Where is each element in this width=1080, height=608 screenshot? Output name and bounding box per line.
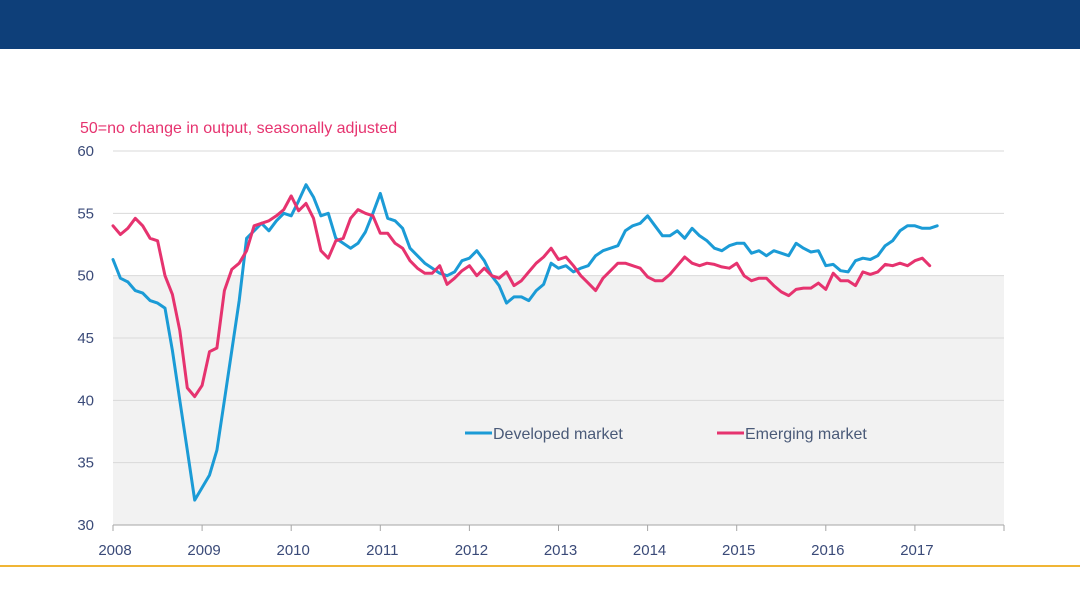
y-tick-label-40: 40 [77,392,94,409]
x-tick-label-2016: 2016 [811,542,844,559]
y-tick-label-35: 35 [77,455,94,472]
x-tick-label-2008: 2008 [98,542,131,559]
y-tick-label-50: 50 [77,268,94,285]
axes [112,524,1005,531]
y-tick-label-60: 60 [77,143,94,160]
legend-label-emerging: Emerging market [745,426,867,443]
y-tick-label-45: 45 [77,330,94,347]
y-axis-tick-labels: 30 35 40 45 50 55 60 [77,143,94,534]
x-axis-tick-labels: 2008 2009 2010 2011 2012 2013 2014 2015 2016 2017 [98,542,933,559]
legend-label-developed: Developed market [493,426,623,443]
header-band [0,0,1080,49]
x-tick-label-2015: 2015 [722,542,755,559]
x-tick-label-2017: 2017 [900,542,933,559]
x-tick-label-2013: 2013 [544,542,577,559]
x-tick-label-2014: 2014 [633,542,666,559]
legend: Developed market Emerging market [465,426,867,443]
x-tick-label-2009: 2009 [187,542,220,559]
x-tick-label-2011: 2011 [366,542,398,559]
bottom-accent-rule [0,565,1080,567]
x-tick-label-2012: 2012 [455,542,488,559]
gridlines [113,150,1004,464]
y-tick-label-55: 55 [77,205,94,222]
y-tick-label-30: 30 [77,517,94,534]
chart-subtitle: 50=no change in output, seasonally adjus… [80,120,397,137]
series-lines [111,183,939,502]
series-line-emerging [111,194,932,399]
x-tick-label-2010: 2010 [277,542,310,559]
